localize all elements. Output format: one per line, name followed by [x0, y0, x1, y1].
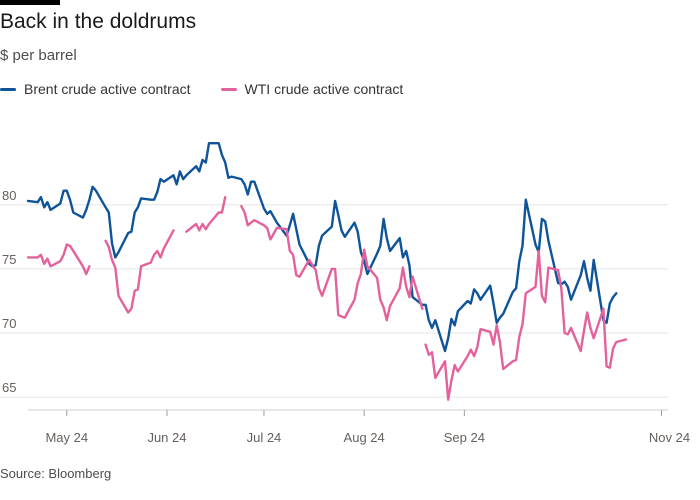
chart-title: Back in the doldrums [0, 10, 197, 33]
x-tick-label-4: Sep 24 [444, 430, 485, 445]
legend-swatch-brent [0, 87, 16, 91]
x-tick-label-2: Jul 24 [247, 430, 282, 445]
series-layer [26, 142, 628, 401]
series-line-brent [26, 142, 618, 353]
axis-layer: 65 70 75 80 May 24 Jun 24 Jul 24 Aug 24 Sep 24 No… [2, 188, 690, 445]
series-line-wti [26, 195, 628, 401]
chart-subtitle: $ per barrel [0, 47, 77, 64]
legend-item-wti: WTI crude active contract [220, 81, 404, 97]
y-tick-label-80: 80 [2, 188, 16, 203]
legend-swatch-wti [220, 87, 237, 91]
x-tick-label-5: Nov 24 [649, 430, 690, 445]
legend-item-brent: Brent crude active contract [0, 81, 191, 97]
grid-layer [0, 204, 668, 398]
legend-label-wti: WTI crude active contract [244, 81, 404, 97]
y-tick-label-75: 75 [2, 252, 16, 267]
y-tick-label-70: 70 [2, 316, 16, 331]
x-tick-label-0: May 24 [45, 430, 88, 445]
x-tick-label-1: Jun 24 [147, 430, 186, 445]
x-tick-label-3: Aug 24 [344, 430, 385, 445]
brand-bar [0, 0, 60, 5]
chart-source: Source: Bloomberg [0, 466, 112, 481]
y-tick-label-65: 65 [2, 380, 16, 395]
legend-label-brent: Brent crude active contract [24, 81, 191, 97]
legend: Brent crude active contract WTI crude ac… [0, 80, 433, 98]
